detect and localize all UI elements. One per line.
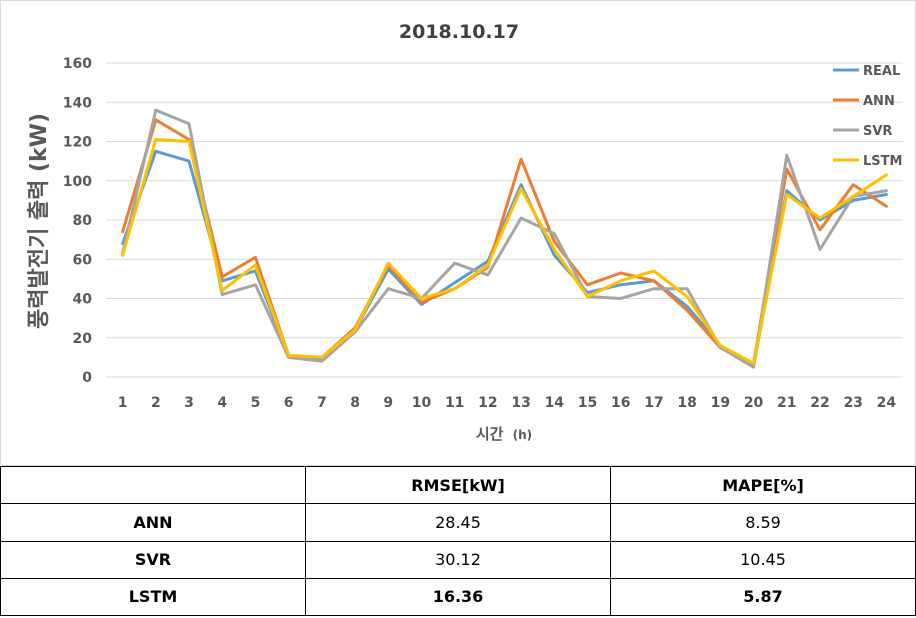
legend-label-real: REAL bbox=[863, 64, 900, 79]
x-tick-label: 17 bbox=[644, 395, 663, 411]
table-cell-rmse: 28.45 bbox=[305, 503, 611, 542]
x-axis-title: 시간 (h) bbox=[476, 425, 532, 443]
x-tick-label: 7 bbox=[317, 395, 327, 411]
x-tick-label: 19 bbox=[711, 395, 730, 411]
y-tick-label: 60 bbox=[73, 252, 93, 268]
x-axis-title-unit: (h) bbox=[513, 428, 533, 442]
table-cell-rmse: 30.12 bbox=[305, 540, 611, 579]
x-tick-label: 11 bbox=[445, 395, 464, 411]
x-tick-label: 13 bbox=[511, 395, 530, 411]
chart-title: 2018.10.17 bbox=[399, 21, 519, 43]
x-tick-label: 22 bbox=[810, 395, 829, 411]
x-tick-label: 9 bbox=[383, 395, 393, 411]
x-tick-label: 15 bbox=[578, 395, 597, 411]
table-cell-mape: 10.45 bbox=[610, 540, 916, 579]
x-tick-label: 20 bbox=[744, 395, 764, 411]
x-tick-label: 6 bbox=[284, 395, 294, 411]
table-cell-model: SVR bbox=[0, 540, 306, 579]
table-cell-mape: 8.59 bbox=[610, 503, 916, 542]
x-tick-label: 21 bbox=[777, 395, 796, 411]
table-cell-mape: 5.87 bbox=[610, 577, 916, 617]
series-lines bbox=[121, 108, 888, 369]
legend-label-ann: ANN bbox=[863, 94, 895, 109]
x-tick-label: 3 bbox=[184, 395, 194, 411]
y-tick-label: 20 bbox=[73, 331, 93, 347]
x-tick-labels: 1 2 3 4 5 6 7 8 9 10 11 12 13 14 15 16 17 18 19 20 21 22 23 24 bbox=[118, 395, 897, 411]
x-tick-label: 1 bbox=[118, 395, 128, 411]
y-tick-label: 40 bbox=[73, 292, 93, 308]
x-tick-label: 5 bbox=[251, 395, 261, 411]
legend-label-lstm: LSTM bbox=[863, 154, 902, 169]
y-tick-label: 0 bbox=[82, 370, 92, 386]
table-row-ann: ANN 28.45 8.59 bbox=[0, 503, 916, 542]
table-cell-model: ANN bbox=[0, 503, 306, 542]
x-tick-label: 2 bbox=[151, 395, 161, 411]
x-tick-label: 24 bbox=[877, 395, 897, 411]
series-line-lstm bbox=[121, 138, 888, 365]
x-tick-label: 8 bbox=[350, 395, 360, 411]
table-cell-rmse: 16.36 bbox=[305, 577, 611, 617]
table-header-mape: MAPE[%] bbox=[610, 465, 916, 505]
legend: REAL ANN SVR LSTM bbox=[833, 64, 902, 169]
table-header-empty bbox=[0, 465, 306, 505]
x-tick-label: 12 bbox=[478, 395, 497, 411]
y-tick-label: 120 bbox=[63, 135, 92, 151]
x-axis-title-text: 시간 bbox=[476, 425, 504, 443]
x-tick-label: 14 bbox=[545, 395, 565, 411]
legend-label-svr: SVR bbox=[863, 124, 892, 139]
table-header-rmse: RMSE[kW] bbox=[305, 465, 611, 505]
y-tick-label: 100 bbox=[63, 174, 92, 190]
y-tick-labels: 0 20 40 60 80 100 120 140 160 bbox=[63, 56, 92, 386]
y-axis-title: 풍력발전기 출력 (kW) bbox=[27, 113, 52, 329]
y-tick-label: 80 bbox=[73, 213, 93, 229]
y-tick-label: 140 bbox=[63, 95, 92, 111]
series-line-svr bbox=[121, 108, 888, 369]
table-cell-model: LSTM bbox=[0, 577, 306, 617]
x-tick-label: 16 bbox=[611, 395, 630, 411]
x-tick-label: 4 bbox=[217, 395, 227, 411]
table-row-lstm: LSTM 16.36 5.87 bbox=[0, 577, 916, 617]
table-row-svr: SVR 30.12 10.45 bbox=[0, 540, 916, 579]
results-table: RMSE[kW] MAPE[%] ANN 28.45 8.59 SVR 30.1… bbox=[0, 465, 916, 617]
x-tick-label: 18 bbox=[677, 395, 696, 411]
table-header-row: RMSE[kW] MAPE[%] bbox=[0, 465, 916, 505]
x-tick-label: 23 bbox=[843, 395, 862, 411]
y-tick-label: 160 bbox=[63, 56, 92, 72]
x-tick-label: 10 bbox=[412, 395, 432, 411]
